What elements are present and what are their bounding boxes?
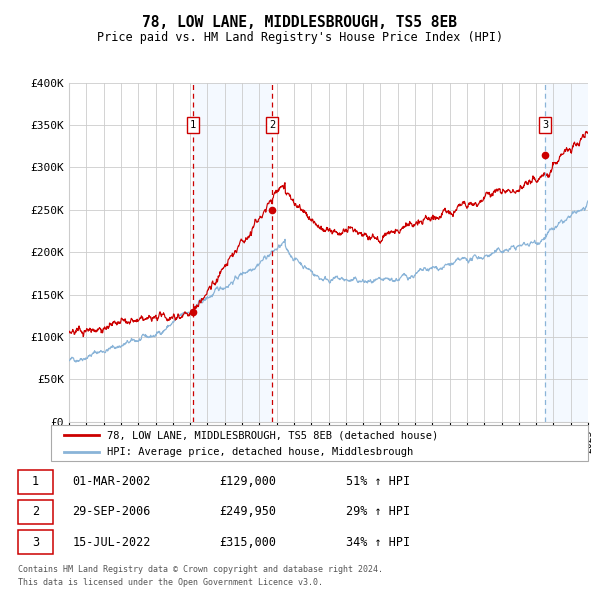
Text: 3: 3 <box>542 120 548 130</box>
Text: £249,950: £249,950 <box>220 505 277 519</box>
Text: £129,000: £129,000 <box>220 475 277 488</box>
Text: 2: 2 <box>269 120 275 130</box>
Text: 1: 1 <box>190 120 196 130</box>
Text: Contains HM Land Registry data © Crown copyright and database right 2024.: Contains HM Land Registry data © Crown c… <box>18 565 383 574</box>
Text: 15-JUL-2022: 15-JUL-2022 <box>73 536 151 549</box>
Text: Price paid vs. HM Land Registry's House Price Index (HPI): Price paid vs. HM Land Registry's House … <box>97 31 503 44</box>
Text: £315,000: £315,000 <box>220 536 277 549</box>
FancyBboxPatch shape <box>18 530 53 554</box>
Text: 78, LOW LANE, MIDDLESBROUGH, TS5 8EB (detached house): 78, LOW LANE, MIDDLESBROUGH, TS5 8EB (de… <box>107 430 439 440</box>
FancyBboxPatch shape <box>18 500 53 524</box>
Text: 78, LOW LANE, MIDDLESBROUGH, TS5 8EB: 78, LOW LANE, MIDDLESBROUGH, TS5 8EB <box>143 15 458 30</box>
Text: 01-MAR-2002: 01-MAR-2002 <box>73 475 151 488</box>
Text: 29% ↑ HPI: 29% ↑ HPI <box>346 505 410 519</box>
Bar <box>545 83 588 422</box>
FancyBboxPatch shape <box>18 470 53 493</box>
Bar <box>193 83 272 422</box>
Text: 51% ↑ HPI: 51% ↑ HPI <box>346 475 410 488</box>
Text: This data is licensed under the Open Government Licence v3.0.: This data is licensed under the Open Gov… <box>18 578 323 587</box>
Text: 1: 1 <box>32 475 39 488</box>
Text: HPI: Average price, detached house, Middlesbrough: HPI: Average price, detached house, Midd… <box>107 447 413 457</box>
Text: 34% ↑ HPI: 34% ↑ HPI <box>346 536 410 549</box>
Text: 29-SEP-2006: 29-SEP-2006 <box>73 505 151 519</box>
Text: 3: 3 <box>32 536 39 549</box>
FancyBboxPatch shape <box>51 425 588 461</box>
Text: 2: 2 <box>32 505 39 519</box>
